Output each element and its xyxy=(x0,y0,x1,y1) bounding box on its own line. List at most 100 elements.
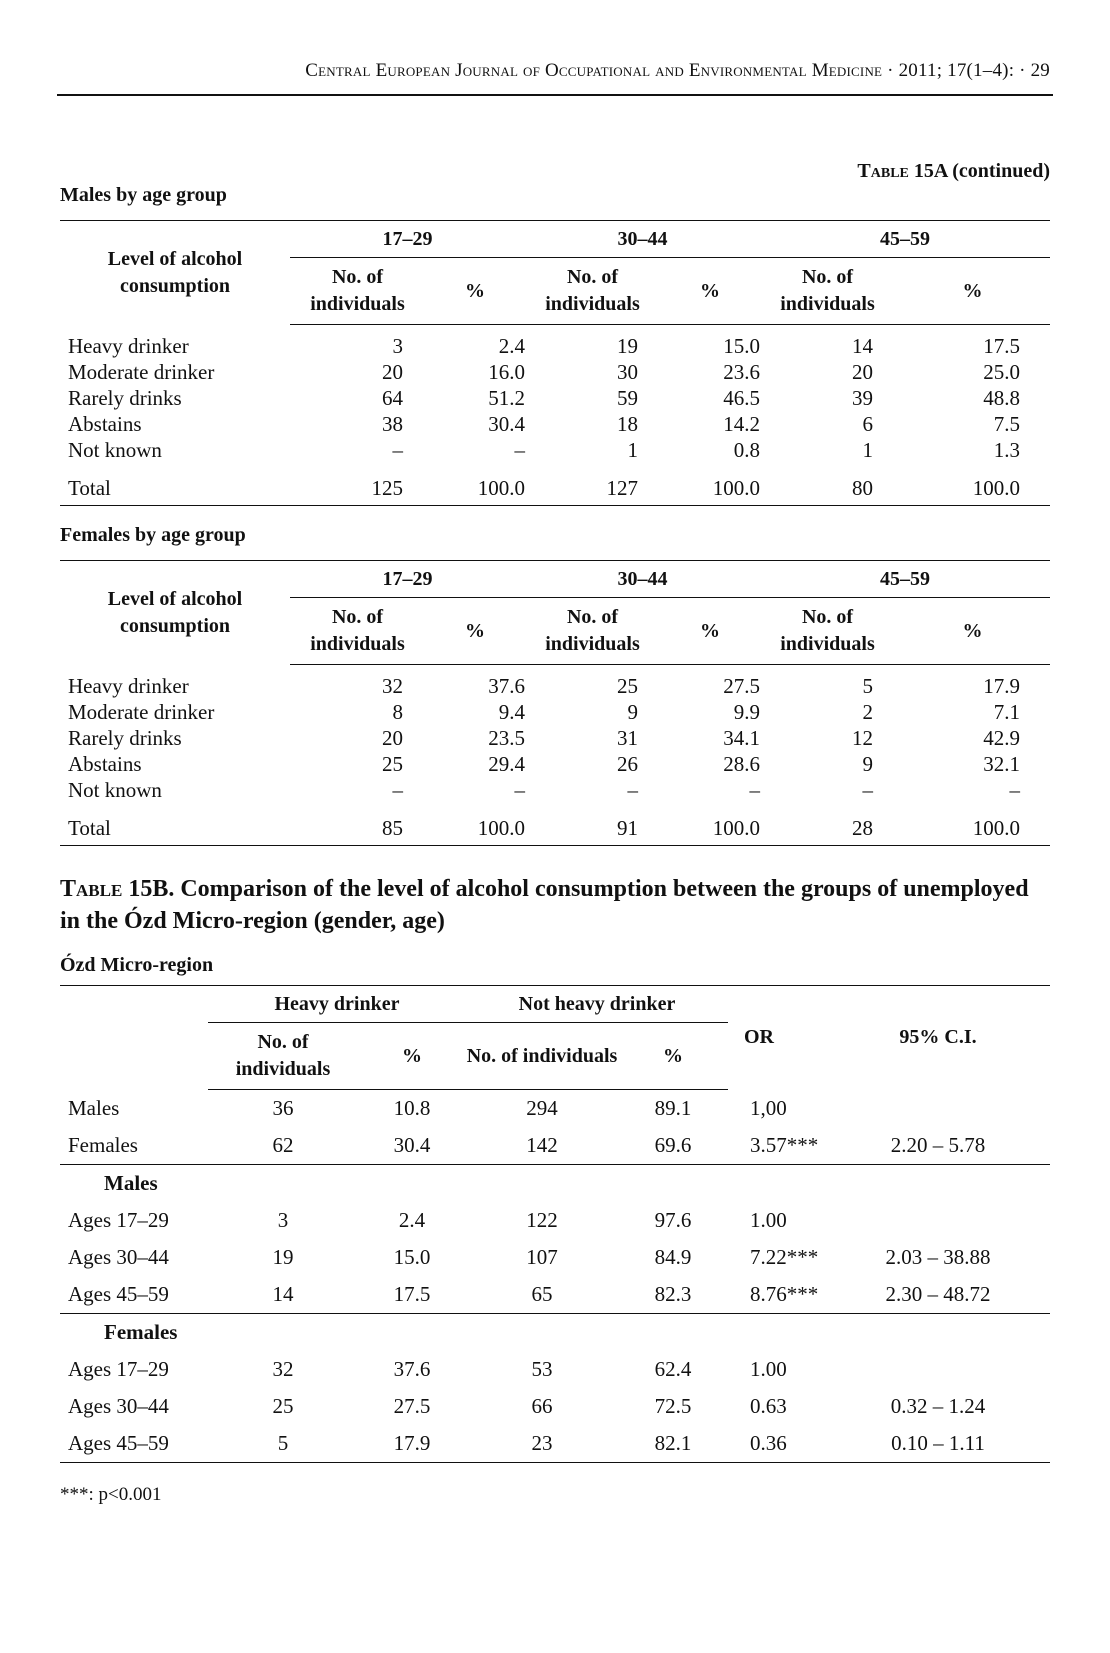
row-label: Not known xyxy=(68,778,162,802)
count-cell: 14 xyxy=(208,1276,358,1314)
count-cell: 3 xyxy=(277,1208,289,1232)
row-label: Ages 45–59 xyxy=(60,1425,208,1463)
row-label: Ages 45–59 xyxy=(60,1276,208,1314)
no-individuals-header: No. of individuals xyxy=(525,257,660,325)
level-of-consumption-header: Level of alcohol consumption xyxy=(60,560,290,665)
percent-cell: 7.1 xyxy=(993,700,1020,724)
count-cell: 125 xyxy=(290,463,425,506)
count-cell: 39 xyxy=(852,386,873,410)
row-label: Abstains xyxy=(68,412,142,436)
odds-ratio-cell: 1,00 xyxy=(750,1095,787,1120)
males-table-body: Heavy drinker 3 2.4 19 15.0 14 17.5 Moderate dr… xyxy=(60,325,1050,506)
confidence-interval-cell xyxy=(826,1351,1050,1388)
comparison-table: Heavy drinker Not heavy drinker OR 95% C… xyxy=(60,985,1050,1463)
percent-cell: 15.0 xyxy=(723,334,760,358)
count-cell: 85 xyxy=(290,803,425,846)
females-subheading-label: Females xyxy=(104,1320,178,1344)
count-cell: 122 xyxy=(526,1208,558,1232)
percent-cell: 100.0 xyxy=(425,803,525,846)
count-cell: 31 xyxy=(617,726,638,750)
count-cell: 28 xyxy=(760,803,895,846)
percent-header: % xyxy=(660,257,760,325)
count-cell: 5 xyxy=(208,1425,358,1463)
percent-cell: 1.3 xyxy=(993,438,1020,462)
percent-header: % xyxy=(660,597,760,665)
table-row: Females 62 30.4 142 69.6 3.57*** 2.20 – 5.78 xyxy=(60,1127,1050,1165)
table-row: Ages 45–59 14 17.5 65 82.3 8.76*** 2.30 – 48.7… xyxy=(60,1276,1050,1314)
percent-cell: 100.0 xyxy=(425,463,525,506)
count-cell: 8 xyxy=(392,700,404,724)
table-row: Ages 30–44 25 27.5 66 72.5 0.63 0.32 – 1.24 xyxy=(60,1388,1050,1425)
table-row: Ages 17–29 32 37.6 53 62.4 1.00 xyxy=(60,1351,1050,1388)
percent-cell: 14.2 xyxy=(723,412,760,436)
percent-cell: 100.0 xyxy=(660,803,760,846)
table-row: Abstains 25 29.4 26 28.6 9 32.1 xyxy=(60,751,1050,777)
females-table: Level of alcohol consumption 17–29 30–44 45… xyxy=(60,560,1050,846)
percent-cell: 17.9 xyxy=(983,674,1020,698)
percent-cell: – xyxy=(514,778,526,802)
count-cell: 30 xyxy=(617,360,638,384)
table-row: Moderate drinker 8 9.4 9 9.9 2 7.1 xyxy=(60,699,1050,725)
percent-cell: 84.9 xyxy=(654,1245,692,1269)
count-cell: 62 xyxy=(208,1127,358,1165)
table-row: Moderate drinker 20 16.0 30 23.6 20 25.0 xyxy=(60,359,1050,385)
row-label: Heavy drinker xyxy=(68,333,189,358)
percent-cell: 30.4 xyxy=(488,412,525,436)
confidence-interval-cell: 2.30 – 48.72 xyxy=(826,1276,1050,1314)
row-label: Abstains xyxy=(68,752,142,776)
no-individuals-header: No. of individuals xyxy=(760,597,895,665)
age-group-header: 30–44 xyxy=(525,560,760,598)
row-label: Females xyxy=(60,1127,208,1165)
percent-cell: 15.0 xyxy=(393,1245,431,1269)
table-row: Males 36 10.8 294 89.1 1,00 xyxy=(60,1090,1050,1128)
age-group-header: 17–29 xyxy=(290,560,525,598)
table-row: Heavy drinker 3 2.4 19 15.0 14 17.5 xyxy=(60,325,1050,360)
running-head: Central European Journal of Occupational… xyxy=(305,60,1050,81)
count-cell: 107 xyxy=(526,1245,558,1269)
table15a-label-rest: 15A (continued) xyxy=(913,160,1050,182)
confidence-interval-cell: 0.10 – 1.11 xyxy=(826,1425,1050,1463)
percent-cell: 27.5 xyxy=(723,674,760,698)
count-cell: 25 xyxy=(382,752,403,776)
count-cell: 66 xyxy=(531,1394,553,1418)
row-label: Ages 30–44 xyxy=(68,1394,169,1418)
odds-ratio-cell: 3.57*** xyxy=(728,1127,826,1165)
count-cell: 294 xyxy=(526,1096,558,1120)
count-cell: – xyxy=(392,778,404,802)
count-cell: 18 xyxy=(617,412,638,436)
row-label: Ages 30–44 xyxy=(68,1245,169,1269)
percent-cell: 30.4 xyxy=(358,1127,466,1165)
count-cell: 9 xyxy=(862,752,874,776)
count-cell: 1 xyxy=(627,438,639,462)
percent-cell: 72.5 xyxy=(654,1394,692,1418)
females-subheading: Females xyxy=(60,1314,1050,1352)
row-label: Moderate drinker xyxy=(68,700,215,724)
count-cell: 65 xyxy=(466,1276,618,1314)
percent-cell: 97.6 xyxy=(654,1208,692,1232)
row-label: Rarely drinks xyxy=(68,726,182,750)
percent-cell: 37.6 xyxy=(393,1357,431,1381)
percent-cell: 25.0 xyxy=(983,360,1020,384)
row-label: Ages 17–29 xyxy=(68,1208,169,1232)
count-cell: 20 xyxy=(382,360,403,384)
percent-cell: 17.5 xyxy=(358,1276,466,1314)
percent-cell: 17.9 xyxy=(358,1425,466,1463)
percent-cell: 16.0 xyxy=(488,360,525,384)
count-cell: 20 xyxy=(852,360,873,384)
count-cell: 14 xyxy=(852,334,873,358)
ci-header: 95% C.I. xyxy=(826,985,1050,1090)
confidence-interval-cell xyxy=(826,1090,1050,1128)
females-section-title: Females by age group xyxy=(60,524,246,546)
table15b-subtitle: Ózd Micro-region xyxy=(60,954,214,976)
age-group-header: 17–29 xyxy=(290,220,525,258)
percent-cell: 82.3 xyxy=(618,1276,728,1314)
table-row: Ages 17–29 3 2.4 122 97.6 1.00 xyxy=(60,1202,1050,1239)
percent-header: % xyxy=(895,257,1050,325)
percent-cell: 0.8 xyxy=(733,438,760,462)
odds-ratio-cell: 0.63 xyxy=(750,1394,787,1418)
count-cell: 59 xyxy=(617,386,638,410)
percent-cell: – xyxy=(1009,778,1021,802)
level-of-consumption-header: Level of alcohol consumption xyxy=(60,220,290,325)
count-cell: – xyxy=(627,778,639,802)
table15b-title-rest: 15B. Comparison of the level of alcohol … xyxy=(60,876,1029,934)
